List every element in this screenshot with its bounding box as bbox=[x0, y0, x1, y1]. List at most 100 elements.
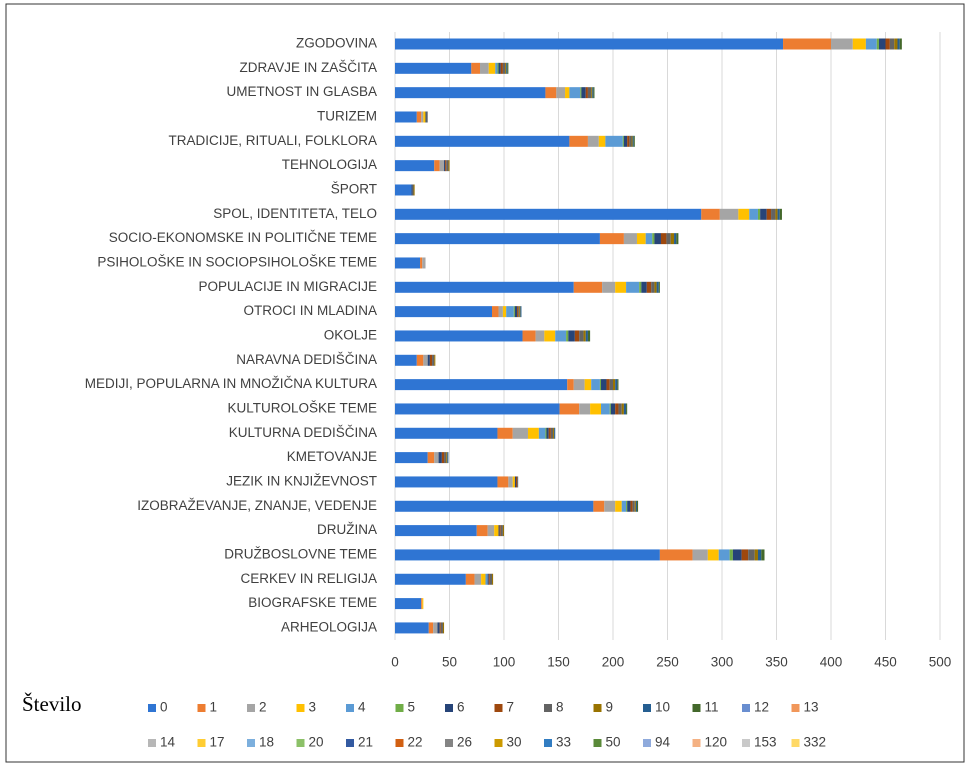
bar-segment bbox=[395, 403, 560, 415]
bar-segment bbox=[432, 354, 435, 366]
bar-segment bbox=[573, 281, 603, 293]
bar-segment bbox=[899, 38, 902, 50]
bar-segment bbox=[498, 525, 500, 537]
bar-segment bbox=[395, 330, 523, 342]
x-tick-label: 400 bbox=[820, 655, 843, 670]
bar-segment bbox=[599, 233, 624, 245]
bar-segment bbox=[502, 306, 507, 318]
y-tick-label: ARHEOLOGIJA bbox=[281, 619, 377, 634]
bar-segment bbox=[395, 233, 600, 245]
bar-segment bbox=[635, 500, 637, 512]
legend-swatch bbox=[742, 739, 750, 747]
bar-segment bbox=[395, 62, 472, 74]
bar-segment bbox=[395, 476, 498, 488]
bar-segment bbox=[519, 306, 521, 318]
bar-segment bbox=[729, 549, 733, 561]
bar-segment bbox=[754, 549, 758, 561]
bar-segment bbox=[512, 476, 515, 488]
legend-swatch bbox=[544, 739, 552, 747]
bar-segment bbox=[497, 62, 499, 74]
x-tick-label: 350 bbox=[765, 655, 788, 670]
bar-segment bbox=[556, 87, 566, 99]
legend-label: 26 bbox=[457, 735, 472, 750]
bar-segment bbox=[423, 111, 426, 123]
bar-segment bbox=[581, 87, 586, 99]
bar-segment bbox=[601, 403, 610, 415]
bar-segment bbox=[622, 135, 624, 147]
bar-segment bbox=[573, 379, 585, 391]
bar-segment bbox=[439, 622, 441, 634]
legend-label: 9 bbox=[606, 700, 614, 715]
bar-segment bbox=[660, 233, 667, 245]
legend-swatch bbox=[643, 704, 651, 712]
legend-title: Število bbox=[22, 692, 82, 716]
legend-label: 10 bbox=[655, 700, 670, 715]
legend-swatch bbox=[346, 704, 354, 712]
y-tick-label: SPOL, IDENTITETA, TELO bbox=[213, 206, 377, 221]
legend-swatch bbox=[445, 739, 453, 747]
bar-segment bbox=[446, 452, 448, 464]
y-tick-label: KULTURNA DEDIŠČINA bbox=[229, 425, 377, 440]
bar-segment bbox=[395, 452, 428, 464]
bar-segment bbox=[738, 208, 750, 220]
bar-segment bbox=[654, 281, 657, 293]
y-tick-label: MEDIJI, POPULARNA IN MNOŽIČNA KULTURA bbox=[85, 376, 377, 391]
y-tick-label: OTROCI IN MLADINA bbox=[243, 303, 377, 318]
bar-segment bbox=[658, 281, 660, 293]
bar-segment bbox=[553, 427, 555, 439]
bar-segment bbox=[507, 62, 509, 74]
bar-segment bbox=[498, 62, 501, 74]
bar-segment bbox=[545, 427, 547, 439]
bar-segment bbox=[593, 87, 595, 99]
bar-segment bbox=[777, 208, 780, 220]
legend-swatch bbox=[791, 739, 800, 747]
bar-segment bbox=[422, 598, 424, 610]
legend-swatch bbox=[593, 739, 602, 747]
bar-segment bbox=[413, 184, 415, 196]
legend-label: 6 bbox=[457, 700, 465, 715]
bar-segment bbox=[395, 598, 422, 610]
bar-segment bbox=[502, 525, 504, 537]
legend-label: 3 bbox=[309, 700, 317, 715]
bar-segment bbox=[422, 257, 426, 269]
bar-segment bbox=[591, 379, 600, 391]
legend-label: 12 bbox=[754, 700, 769, 715]
legend-label: 332 bbox=[804, 735, 827, 750]
bar-segment bbox=[438, 452, 442, 464]
bar-segment bbox=[465, 573, 475, 585]
bar-segment bbox=[474, 573, 482, 585]
bar-segment bbox=[579, 403, 591, 415]
bar-segment bbox=[416, 111, 422, 123]
y-tick-label: UMETNOST IN GLASBA bbox=[226, 84, 377, 99]
bar-segment bbox=[448, 160, 450, 172]
bar-segment bbox=[441, 452, 445, 464]
bar-segment bbox=[506, 62, 508, 74]
bar-segment bbox=[488, 573, 490, 585]
bar-segment bbox=[766, 208, 772, 220]
bar-segment bbox=[583, 330, 586, 342]
bar-segment bbox=[602, 281, 616, 293]
bar-segment bbox=[446, 160, 449, 172]
legend-label: 11 bbox=[705, 700, 719, 715]
bar-segment bbox=[718, 549, 730, 561]
bar-segment bbox=[615, 379, 618, 391]
bar-segment bbox=[636, 500, 639, 512]
bar-segment bbox=[732, 549, 742, 561]
legend-label: 13 bbox=[804, 700, 819, 715]
bar-segment bbox=[471, 62, 481, 74]
bar-segment bbox=[615, 403, 619, 415]
bar-segment bbox=[865, 38, 877, 50]
x-tick-label: 250 bbox=[656, 655, 679, 670]
bar-segment bbox=[889, 38, 895, 50]
bar-segment bbox=[585, 330, 588, 342]
legend-swatch bbox=[593, 704, 602, 712]
bar-segment bbox=[513, 306, 515, 318]
bar-segment bbox=[645, 233, 653, 245]
bar-segment bbox=[659, 549, 693, 561]
bar-segment bbox=[615, 500, 622, 512]
bar-segment bbox=[632, 500, 635, 512]
bar-segment bbox=[488, 62, 496, 74]
bar-segment bbox=[425, 111, 427, 123]
y-tick-label: DRUŽINA bbox=[317, 522, 377, 537]
y-tick-label: TURIZEM bbox=[317, 109, 377, 124]
